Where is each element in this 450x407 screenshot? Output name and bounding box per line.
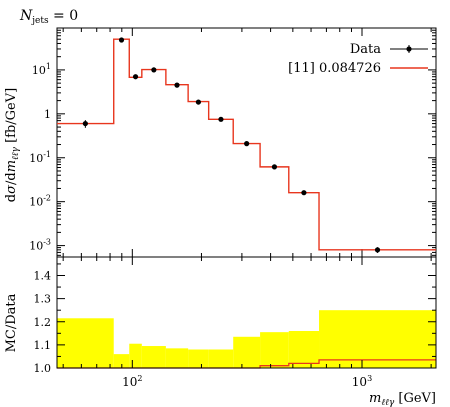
chart-title: Njets = 0 — [19, 8, 78, 26]
ratio-band-5 — [188, 349, 209, 368]
ratio-band-1 — [113, 354, 130, 368]
data-point-6 — [218, 116, 224, 122]
data-point-10 — [374, 247, 381, 253]
ratio-band-6 — [208, 349, 234, 368]
main-y-axis-label: dσ/dmℓℓγ [fb/GeV] — [4, 88, 21, 202]
x-tick-label: 102 — [122, 374, 142, 389]
ratio-y-tick-label: 1.3 — [34, 293, 52, 306]
ratio-band-4 — [165, 348, 189, 368]
main-y-tick-label: 1 — [44, 108, 51, 121]
ratio-panel-frame — [56, 256, 437, 369]
data-point-5 — [195, 99, 202, 105]
main-y-tick-label: 10-2 — [29, 194, 51, 209]
data-point-2 — [132, 74, 139, 80]
x-axis-label: mℓℓγ [GeV] — [369, 391, 436, 407]
ratio-y-tick-label: 1.2 — [34, 316, 52, 329]
ratio-band-7 — [233, 336, 261, 368]
ratio-band-9 — [288, 331, 320, 368]
data-point-4 — [174, 82, 180, 88]
data-point-3 — [151, 67, 157, 73]
legend-label-data: Data — [350, 42, 381, 57]
legend-label-mc: [11] 0.084726 — [288, 61, 381, 76]
ratio-band-3 — [141, 346, 166, 368]
data-point-7 — [244, 141, 250, 147]
data-point-0 — [82, 120, 88, 127]
ratio-band-10 — [319, 310, 436, 368]
legend-data-marker — [406, 46, 412, 52]
ratio-y-tick-label: 1.0 — [34, 362, 52, 375]
main-y-tick-label: 101 — [32, 62, 51, 77]
data-point-1 — [118, 37, 125, 43]
x-tick-label: 103 — [352, 374, 372, 389]
ratio-band-8 — [260, 332, 289, 368]
data-point-9 — [301, 190, 307, 196]
ratio-y-tick-label: 1.4 — [34, 270, 52, 283]
ratio-band-2 — [129, 343, 142, 368]
data-point-8 — [271, 164, 278, 170]
ratio-y-axis-label: MC/Data — [4, 293, 19, 352]
main-y-tick-label: 10-3 — [29, 238, 51, 253]
ratio-y-tick-label: 1.1 — [34, 339, 52, 352]
ratio-band-0 — [57, 318, 114, 368]
main-y-tick-label: 10-1 — [29, 150, 51, 165]
legend: Data [11] 0.084726 — [288, 42, 428, 76]
